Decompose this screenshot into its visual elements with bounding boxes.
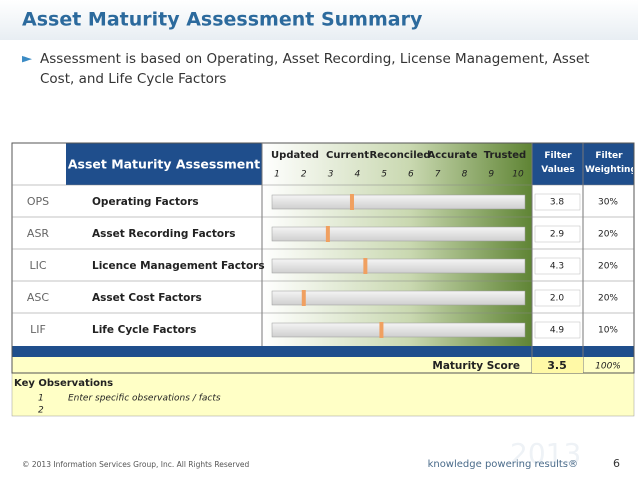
filter-value: 4.3 xyxy=(550,262,564,272)
scale-tick: 4 xyxy=(354,170,360,180)
gauge-track xyxy=(271,322,526,338)
separator-bar xyxy=(12,346,634,357)
row-name: Asset Recording Factors xyxy=(92,228,236,240)
filter-weighting-label: Filter Weighting xyxy=(585,151,633,175)
bullet: Assessment is based on Operating, Asset … xyxy=(40,51,590,87)
gauge-track xyxy=(271,226,526,242)
filter-weighting: 20% xyxy=(598,294,618,304)
filter-value: 2.0 xyxy=(550,294,565,304)
row-code: ASR xyxy=(27,227,50,240)
scale-tick: 1 xyxy=(274,170,280,180)
observations-title: Key Observations xyxy=(14,378,113,389)
stage-label: Updated xyxy=(271,150,319,161)
row-code: OPS xyxy=(27,195,49,208)
value-cell xyxy=(534,321,581,339)
stage-label: Reconciled xyxy=(369,150,430,161)
scale-tick: 7 xyxy=(435,170,441,180)
filter-weighting: 30% xyxy=(598,198,618,208)
title: Asset Maturity Assessment Summary xyxy=(22,9,423,31)
row-code: LIF xyxy=(30,323,46,336)
value-cell xyxy=(534,193,581,211)
filter-value: 3.8 xyxy=(550,198,565,208)
scale-tick: 9 xyxy=(488,170,494,180)
title-band xyxy=(0,0,638,40)
scale-tick: 5 xyxy=(381,170,387,180)
filter-weighting: 10% xyxy=(598,326,618,336)
row-code: LIC xyxy=(29,259,46,272)
tagline: knowledge powering results® xyxy=(428,459,578,470)
value-cell xyxy=(534,289,581,307)
value-cell xyxy=(534,257,581,275)
watermark: 2013 xyxy=(510,437,581,470)
filter-weighting: 20% xyxy=(598,230,618,240)
stage-label: Trusted xyxy=(484,150,526,161)
fv-box: Filter Values xyxy=(541,151,575,175)
filter-values-label: Filter Values xyxy=(541,151,575,175)
observation-text: Enter specific observations / facts xyxy=(68,394,221,404)
gauge-background xyxy=(262,143,532,346)
page-number: 6 xyxy=(613,457,620,470)
bullet-box: Assessment is based on Operating, Asset … xyxy=(40,51,590,87)
heading-cell xyxy=(66,143,262,185)
table-frame xyxy=(11,142,635,374)
filter-weighting: 20% xyxy=(598,262,618,272)
score-label: Maturity Score xyxy=(432,360,520,372)
row-name: Licence Management Factors xyxy=(92,260,265,272)
copyright: © 2013 Information Services Group, Inc. … xyxy=(22,460,249,469)
observation-number: 2 xyxy=(38,406,44,416)
fw-box: Filter Weighting xyxy=(585,151,633,175)
bullet-marker: ► xyxy=(22,52,32,67)
gauge-track xyxy=(271,258,526,274)
scale-tick: 8 xyxy=(462,170,468,180)
row-name: Life Cycle Factors xyxy=(92,324,196,336)
scale-tick: 3 xyxy=(328,170,334,180)
value-cell xyxy=(534,225,581,243)
row-name: Operating Factors xyxy=(92,196,199,208)
stage-label: Current xyxy=(326,150,369,161)
maturity-marker xyxy=(349,194,354,210)
maturity-marker xyxy=(379,322,384,338)
maturity-marker xyxy=(325,226,330,242)
gauge-track xyxy=(271,290,526,306)
scale-tick: 6 xyxy=(408,170,414,180)
maturity-marker xyxy=(301,290,306,306)
row-name: Asset Cost Factors xyxy=(92,292,202,304)
stage-label: Accurate xyxy=(428,150,478,161)
score-weighting: 100% xyxy=(595,362,621,372)
filter-value: 2.9 xyxy=(550,230,565,240)
row-code: ASC xyxy=(27,291,50,304)
observation-number: 1 xyxy=(38,394,44,404)
scale-tick: 10 xyxy=(512,170,524,180)
maturity-marker xyxy=(363,258,368,274)
score-cell xyxy=(532,357,583,373)
score: 3.5 xyxy=(547,359,567,372)
table-heading: Asset Maturity Assessment xyxy=(68,157,260,172)
scale-tick: 2 xyxy=(301,170,307,180)
score-row xyxy=(12,357,634,373)
filter-value: 4.9 xyxy=(550,326,565,336)
gauge-track xyxy=(271,194,526,210)
